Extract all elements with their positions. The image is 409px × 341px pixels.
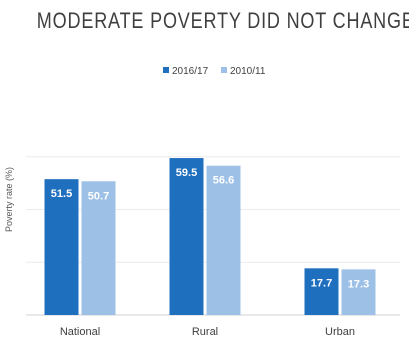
y-axis-title: Poverty rate (%) bbox=[4, 167, 14, 232]
x-tick-label-urban: Urban bbox=[325, 326, 355, 338]
bar-urban-2016-17 bbox=[304, 268, 339, 315]
bar-rural-2010-11 bbox=[206, 165, 241, 315]
data-label-national-2016-17: 51.5 bbox=[51, 188, 72, 200]
data-label-rural-2016-17: 59.5 bbox=[176, 167, 197, 179]
bar-national-2010-11 bbox=[81, 181, 116, 315]
x-tick-label-national: National bbox=[60, 326, 100, 338]
legend-swatch-2016-17 bbox=[163, 67, 169, 73]
bar-rural-2016-17 bbox=[169, 158, 204, 315]
legend-label-2010-11: 2010/11 bbox=[230, 66, 266, 77]
legend-swatch-2010-11 bbox=[221, 67, 227, 73]
data-label-national-2010-11: 50.7 bbox=[88, 190, 109, 202]
x-tick-label-rural: Rural bbox=[192, 326, 218, 338]
data-label-urban-2010-11: 17.3 bbox=[348, 278, 369, 290]
chart-title: MODERATE POVERTY DID NOT CHANGE bbox=[36, 8, 409, 33]
bar-urban-2010-11 bbox=[341, 269, 376, 315]
data-label-rural-2010-11: 56.6 bbox=[213, 175, 234, 187]
bar-national-2016-17 bbox=[44, 179, 79, 315]
legend-label-2016-17: 2016/17 bbox=[172, 66, 209, 77]
data-label-urban-2016-17: 17.7 bbox=[311, 277, 332, 289]
